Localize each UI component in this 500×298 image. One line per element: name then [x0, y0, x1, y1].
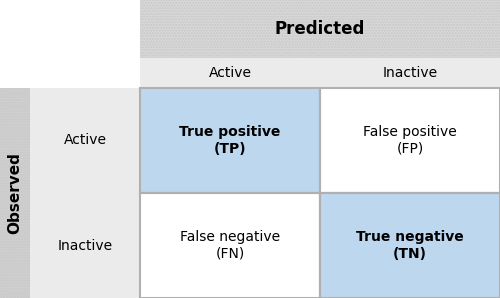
Text: True negative
(TN): True negative (TN) — [356, 230, 464, 260]
Bar — [320, 193, 500, 298]
Bar — [140, 193, 320, 298]
Bar — [140, 0, 500, 58]
Text: Active: Active — [208, 66, 252, 80]
Text: Inactive: Inactive — [382, 66, 438, 80]
Text: Inactive: Inactive — [58, 238, 112, 252]
Bar — [0, 88, 30, 298]
Bar — [0, 0, 140, 88]
Bar — [320, 88, 500, 193]
Bar — [140, 0, 500, 58]
Text: False positive
(FP): False positive (FP) — [363, 125, 457, 156]
Text: Active: Active — [64, 134, 106, 148]
Bar — [140, 58, 500, 88]
Bar — [30, 88, 140, 298]
Bar — [0, 88, 30, 298]
Bar — [140, 88, 320, 193]
Text: Observed: Observed — [8, 152, 22, 234]
Text: False negative
(FN): False negative (FN) — [180, 230, 280, 260]
Text: True positive
(TP): True positive (TP) — [180, 125, 280, 156]
Text: Predicted: Predicted — [275, 20, 365, 38]
